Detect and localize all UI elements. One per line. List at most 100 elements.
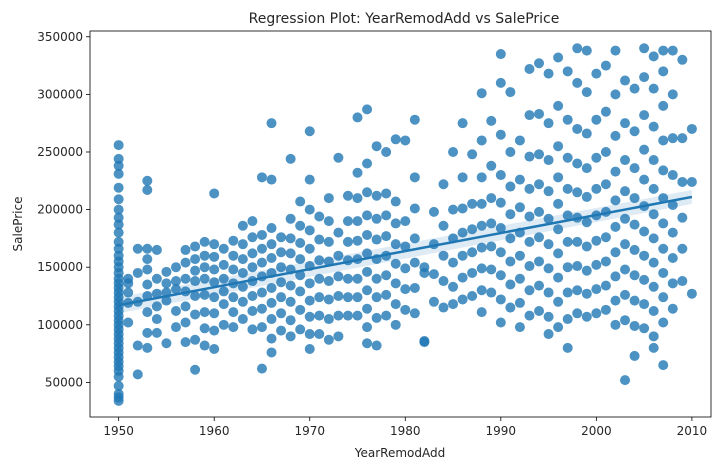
scatter-point [639, 110, 650, 121]
scatter-point [409, 257, 420, 268]
scatter-point [190, 276, 201, 287]
scatter-point [620, 155, 631, 166]
scatter-point [371, 340, 382, 351]
scatter-point [495, 294, 506, 305]
scatter-point [199, 262, 210, 273]
scatter-point [314, 234, 325, 245]
scatter-point [285, 296, 296, 307]
scatter-point [572, 285, 583, 296]
scatter-point [629, 295, 640, 306]
scatter-point [572, 158, 583, 169]
scatter-point [639, 144, 650, 155]
scatter-point [333, 310, 344, 321]
scatter-point [362, 266, 373, 277]
scatter-point [467, 198, 478, 209]
scatter-point [295, 254, 306, 265]
scatter-point [534, 58, 545, 69]
scatter-point [667, 89, 678, 100]
scatter-point [448, 204, 459, 215]
scatter-point [534, 280, 545, 291]
scatter-point [295, 304, 306, 315]
scatter-point [390, 239, 401, 250]
scatter-point [342, 310, 353, 321]
scatter-point [667, 199, 678, 210]
scatter-point [371, 292, 382, 303]
scatter-point [170, 322, 181, 333]
scatter-point [333, 152, 344, 163]
scatter-point [247, 216, 258, 227]
scatter-point [371, 273, 382, 284]
scatter-point [151, 301, 162, 312]
scatter-point [648, 155, 659, 166]
scatter-point [199, 307, 210, 318]
scatter-point [581, 265, 592, 276]
scatter-point [658, 193, 669, 204]
scatter-point [658, 165, 669, 176]
scatter-point [524, 285, 535, 296]
scatter-point [610, 45, 621, 56]
scatter-point [228, 235, 239, 246]
scatter-point [333, 250, 344, 261]
scatter-point [314, 273, 325, 284]
scatter-point [113, 182, 124, 193]
scatter-point [495, 223, 506, 234]
scatter-point [620, 239, 631, 250]
scatter-point [390, 258, 401, 269]
scatter-point [123, 317, 134, 328]
scatter-point [438, 179, 449, 190]
scatter-point [409, 282, 420, 293]
scatter-point [218, 319, 229, 330]
scatter-point [686, 123, 697, 134]
scatter-point [677, 54, 688, 65]
scatter-point [362, 158, 373, 169]
scatter-point [362, 338, 373, 349]
scatter-point [190, 241, 201, 252]
scatter-point [419, 267, 430, 278]
scatter-point [113, 380, 124, 391]
scatter-point [218, 286, 229, 297]
scatter-point [323, 193, 334, 204]
scatter-point [276, 308, 287, 319]
scatter-point [667, 133, 678, 144]
plot-area [89, 30, 712, 418]
scatter-point [170, 262, 181, 273]
scatter-point [190, 254, 201, 265]
scatter-point [581, 191, 592, 202]
scatter-point [132, 243, 143, 254]
scatter-point [342, 236, 353, 247]
scatter-point [467, 149, 478, 160]
scatter-point [524, 110, 535, 121]
scatter-point [600, 179, 611, 190]
scatter-point [276, 325, 287, 336]
scatter-point [142, 264, 153, 275]
scatter-point [256, 229, 267, 240]
scatter-point [276, 262, 287, 273]
scatter-point [620, 75, 631, 86]
scatter-point [572, 236, 583, 247]
scatter-point [505, 233, 516, 244]
scatter-point [304, 329, 315, 340]
scatter-point [629, 126, 640, 137]
scatter-point [495, 247, 506, 258]
scatter-point [409, 233, 420, 244]
scatter-point [428, 269, 439, 280]
x-tick-label: 2000 [581, 424, 612, 438]
scatter-point [457, 272, 468, 283]
scatter-point [467, 224, 478, 235]
scatter-point [237, 254, 248, 265]
scatter-point [572, 123, 583, 134]
scatter-point [648, 281, 659, 292]
scatter-point [142, 342, 153, 353]
scatter-point [514, 273, 525, 284]
scatter-point [400, 263, 411, 274]
scatter-point [572, 187, 583, 198]
scatter-point [514, 297, 525, 308]
scatter-point [457, 250, 468, 261]
chart-title: Regression Plot: YearRemodAdd vs SalePri… [249, 11, 560, 27]
scatter-point [151, 314, 162, 325]
scatter-point [581, 163, 592, 174]
scatter-point [658, 317, 669, 328]
scatter-point [639, 43, 650, 54]
scatter-point [476, 242, 487, 253]
scatter-point [352, 193, 363, 204]
